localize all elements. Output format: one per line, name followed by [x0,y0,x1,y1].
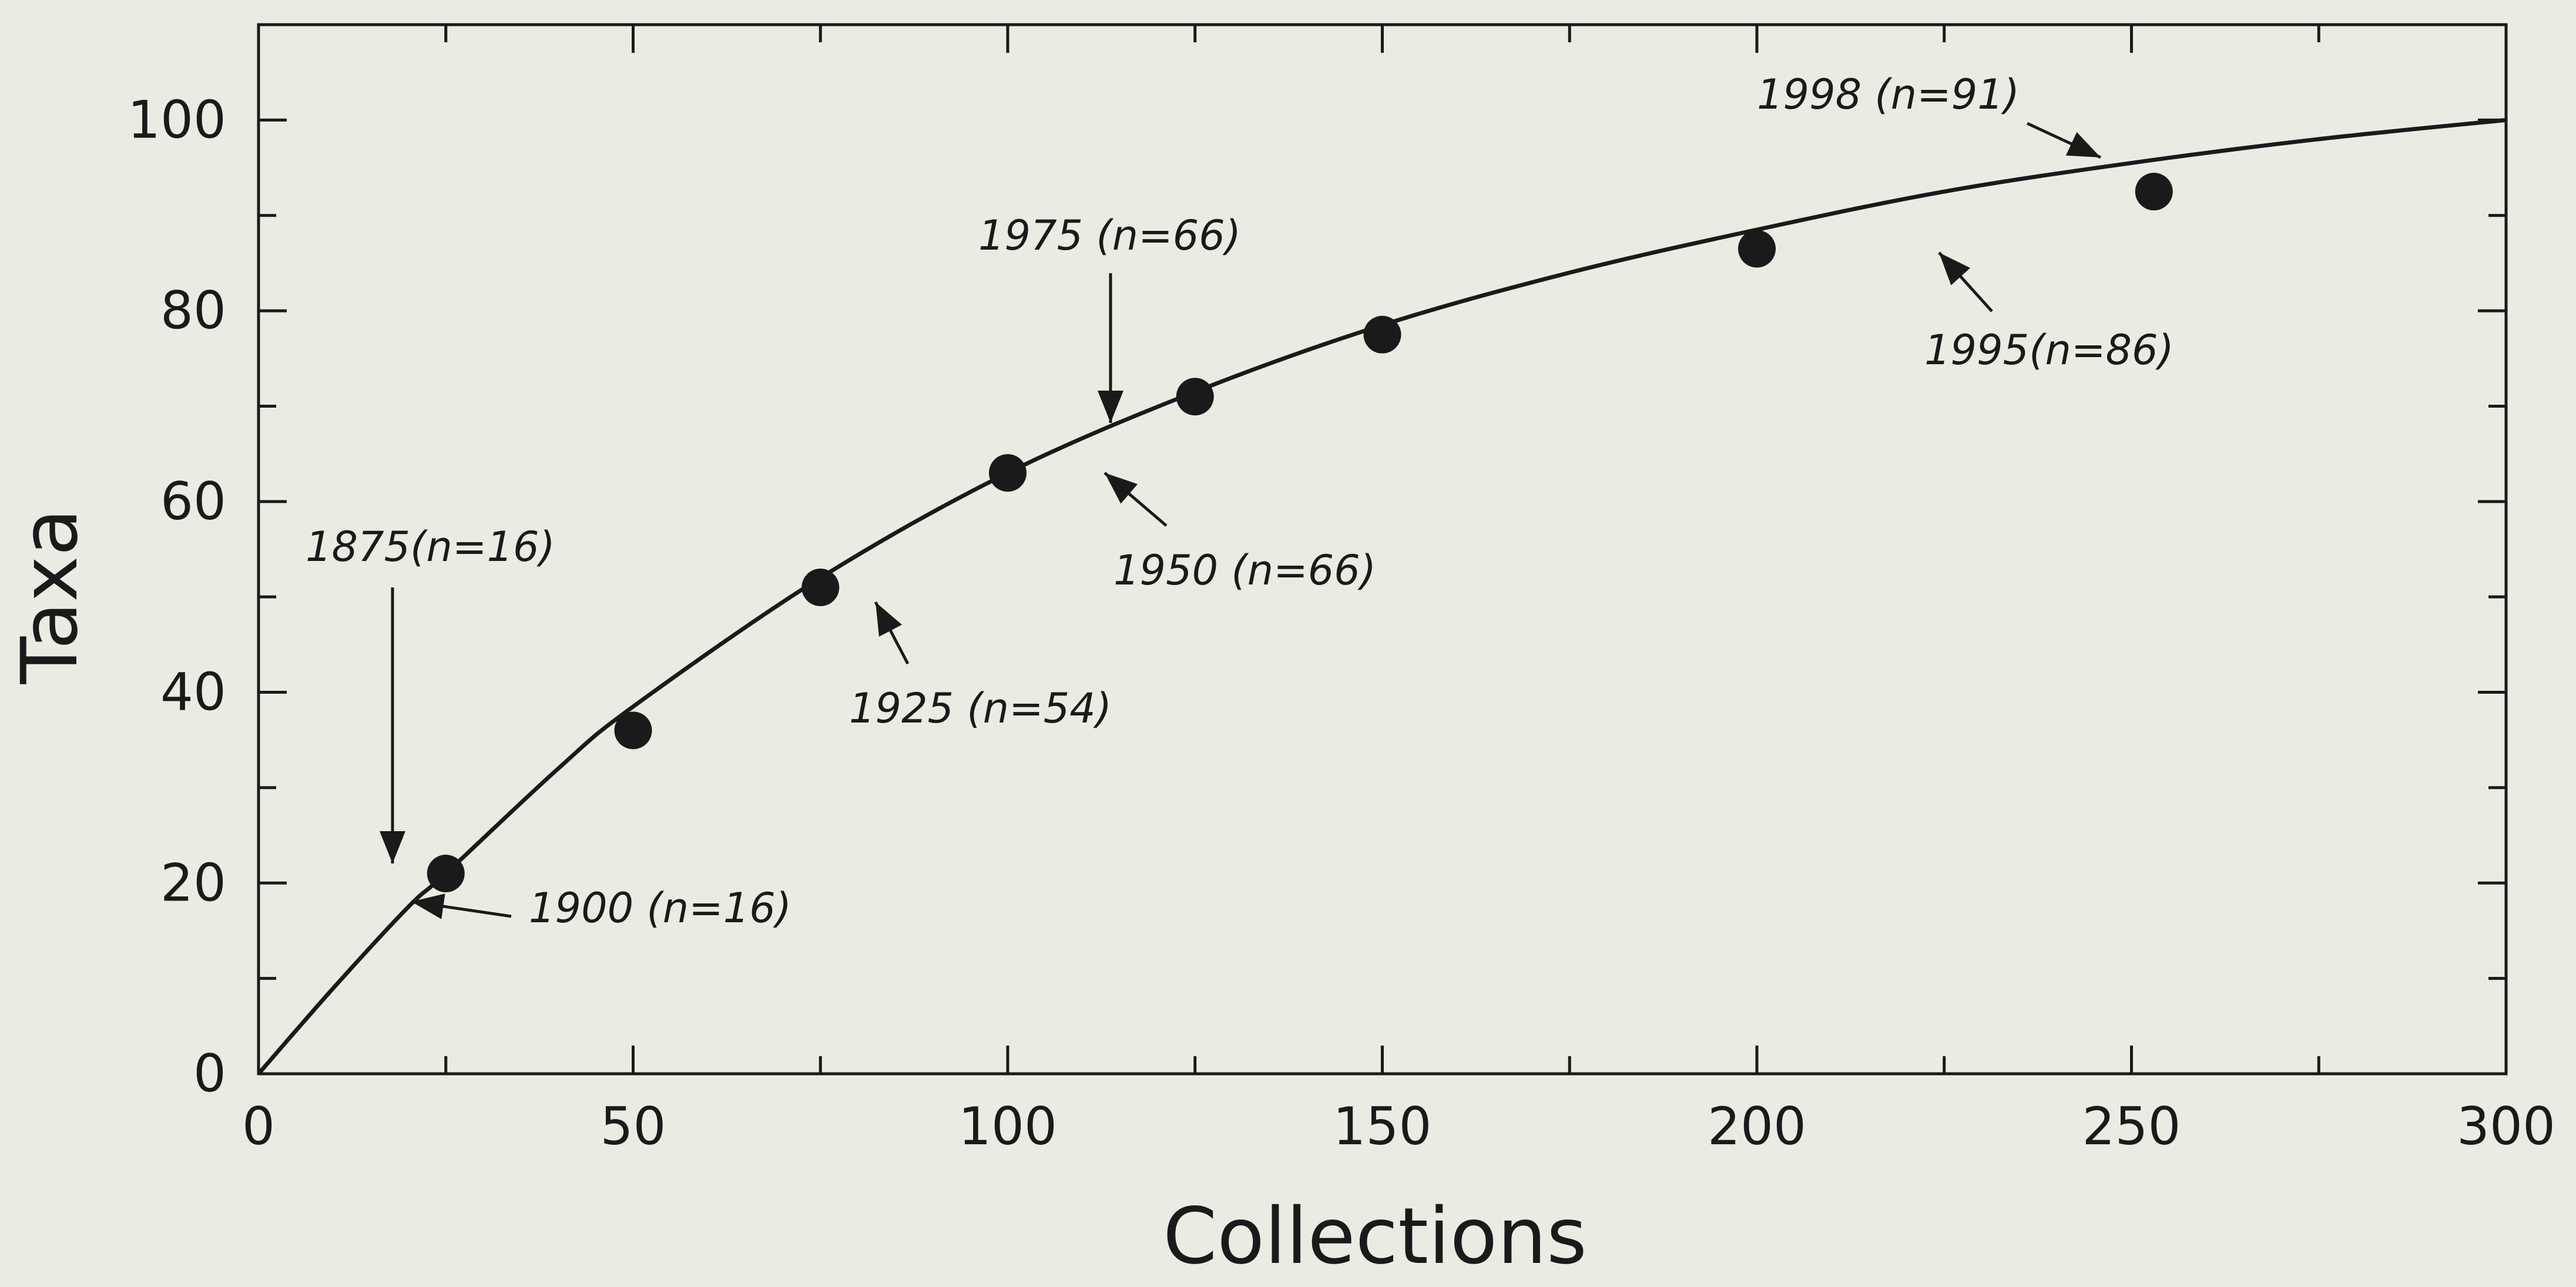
x-tick-label: 100 [958,1096,1057,1157]
annotation-arrow-head [1939,253,1971,285]
x-axis-title: Collections [1163,1191,1587,1282]
y-tick-label: 40 [160,662,226,723]
data-point [614,711,652,750]
annotation-label: 1950 (n=66) [1113,546,1376,594]
annotation-arrow-head [1098,391,1123,423]
data-points-layer [427,173,2173,893]
y-tick-label: 0 [193,1043,226,1104]
y-tick-label: 20 [160,852,226,913]
y-axis-title: Taxa [5,509,95,685]
y-tick-label: 60 [160,471,226,532]
annotation-label: 1998 (n=91) [1757,70,2020,119]
annotation-arrow-head [380,831,405,863]
axes: 0 50 100 150 200 250 300 0 20 40 60 80 100 [128,23,2555,1157]
annotations-layer: 1875(n=16) 1900 (n=16) 1925 (n=54) 1950 (n=… [306,70,2174,932]
data-point [2135,173,2173,211]
annotation-label: 1875(n=16) [306,523,555,571]
x-tick-label: 300 [2457,1096,2555,1157]
annotation-label: 1995(n=86) [1924,326,2174,374]
y-tick-label: 80 [160,280,226,341]
data-point [1363,315,1401,354]
data-point [1176,378,1214,416]
annotation-label: 1975 (n=66) [978,211,1241,260]
annotation-label: 1925 (n=54) [849,684,1112,732]
data-point [801,568,840,606]
annotation-arrow-head [411,893,445,919]
annotation-arrow-head [876,602,903,637]
x-tick-label: 200 [1708,1096,1806,1157]
annotation-label: 1900 (n=16) [529,884,791,932]
data-point [1738,230,1776,268]
x-tick-label: 250 [2082,1096,2181,1157]
x-tick-label: 50 [601,1096,666,1157]
y-tick-label: 100 [128,89,226,150]
annotation-arrow-head [1105,473,1138,504]
x-tick-label: 0 [242,1096,275,1157]
data-point [427,855,465,893]
annotation-arrow-head [2065,132,2101,157]
x-tick-label: 150 [1333,1096,1432,1157]
data-point [989,454,1027,492]
